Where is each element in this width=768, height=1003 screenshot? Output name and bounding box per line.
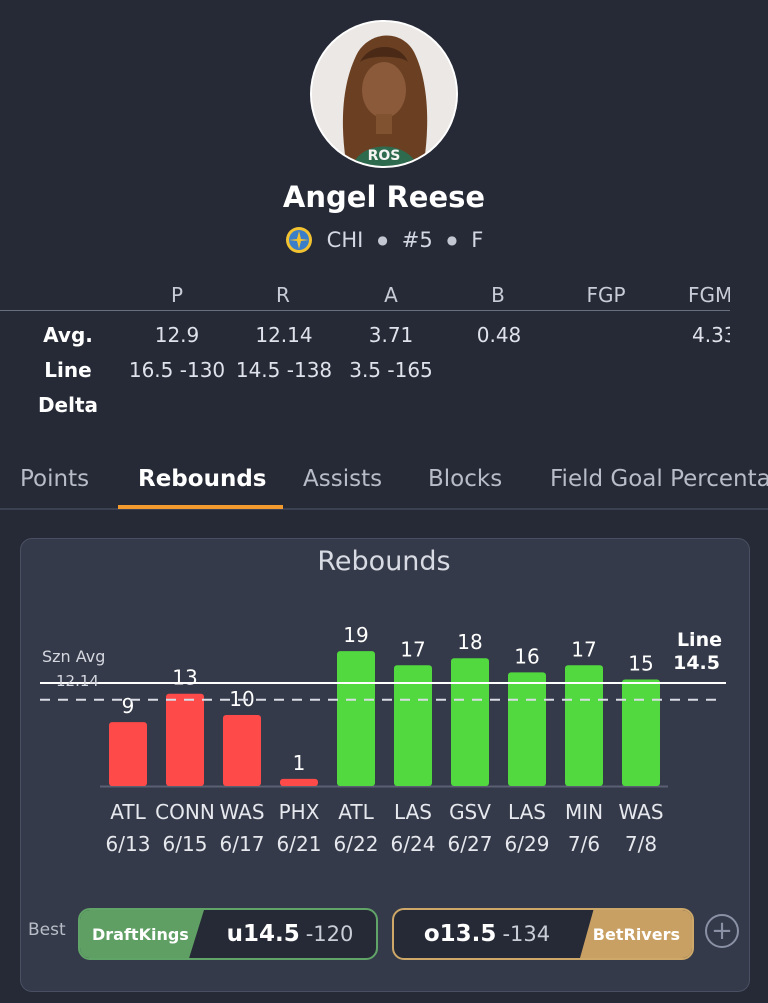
over-price: -134 — [502, 922, 551, 946]
row-label-line: Line — [44, 358, 92, 382]
separator-dot: ● — [446, 233, 458, 247]
player-photo-icon: ROS — [312, 22, 456, 166]
line-points: 16.5 -130 — [128, 358, 226, 382]
chart-bar — [622, 679, 660, 786]
bar-value-label: 15 — [628, 652, 653, 676]
line-value-label: 14.5 — [673, 652, 720, 674]
x-tick-opponent: WAS — [618, 800, 663, 824]
chart-bar — [451, 658, 489, 786]
x-tick-opponent: CONN — [155, 800, 215, 824]
x-tick-date: 7/6 — [568, 832, 600, 856]
x-tick-opponent: WAS — [219, 800, 264, 824]
bar-value-label: 17 — [400, 637, 425, 661]
bar-value-label: 13 — [172, 666, 197, 690]
active-tab-indicator — [118, 505, 283, 509]
chart-bar — [337, 651, 375, 786]
x-tick-opponent: GSV — [449, 800, 491, 824]
tab-field-goal-percentage[interactable]: Field Goal Percentage — [550, 466, 768, 492]
chart-bar — [565, 665, 603, 786]
bar-value-label: 16 — [514, 644, 539, 668]
avg-assists: 3.71 — [368, 323, 414, 347]
x-tick-date: 6/22 — [334, 832, 379, 856]
tab-assists[interactable]: Assists — [303, 466, 383, 492]
under-price: -120 — [305, 922, 354, 946]
add-icon[interactable]: + — [705, 914, 739, 948]
row-label-delta: Delta — [37, 393, 99, 417]
x-tick-opponent: ATL — [110, 800, 146, 824]
player-name: Angel Reese — [282, 180, 486, 214]
separator-dot: ● — [377, 233, 388, 247]
stat-header-b: B — [491, 283, 505, 307]
best-label: Best — [28, 920, 66, 940]
bar-value-label: 1 — [293, 751, 306, 775]
tab-blocks[interactable]: Blocks — [428, 466, 503, 492]
avg-points: 12.9 — [154, 323, 200, 347]
bar-value-label: 17 — [571, 637, 596, 661]
stat-header-a: A — [384, 283, 398, 307]
x-tick-opponent: LAS — [508, 800, 546, 824]
chart-title: Rebounds — [317, 546, 451, 577]
draftkings-brand: DraftKings — [80, 910, 204, 958]
line-assists: 3.5 -165 — [349, 358, 433, 382]
stat-header-fgm: FGM — [688, 283, 733, 307]
player-position: F — [471, 228, 484, 252]
team-abbr: CHI — [326, 228, 364, 252]
x-tick-opponent: LAS — [394, 800, 432, 824]
chart-bar — [166, 693, 204, 786]
line-label: Line — [677, 629, 722, 651]
under-pick: u14.5 — [226, 921, 300, 947]
bar-value-label: 18 — [457, 630, 482, 654]
player-avatar: ROS — [312, 22, 456, 166]
line-rebounds: 14.5 -138 — [235, 358, 333, 382]
stat-tabs: Points Rebounds Assists Blocks Field Goa… — [0, 462, 768, 510]
svg-text:ROS: ROS — [368, 148, 401, 164]
table-divider — [0, 310, 730, 311]
over-odds: o13.5 -134 — [394, 921, 580, 947]
chart-bar — [280, 778, 318, 786]
avg-rebounds: 12.14 — [255, 323, 313, 347]
x-tick-date: 6/15 — [163, 832, 208, 856]
betrivers-brand: BetRivers — [580, 910, 692, 958]
tab-points[interactable]: Points — [20, 466, 90, 492]
stat-header-p: P — [170, 283, 184, 307]
x-tick-date: 6/17 — [220, 832, 265, 856]
chart-bar — [508, 672, 546, 786]
jersey-number: #5 — [401, 228, 433, 252]
chicago-sky-logo-icon — [285, 227, 312, 253]
x-tick-opponent: ATL — [338, 800, 374, 824]
stat-header-fgp: FGP — [586, 283, 626, 307]
x-tick-date: 6/24 — [391, 832, 436, 856]
chart-bar — [394, 665, 432, 786]
x-tick-date: 6/21 — [277, 832, 322, 856]
chart-bar — [223, 715, 261, 786]
x-tick-date: 6/27 — [448, 832, 493, 856]
betrivers-over-odds[interactable]: o13.5 -134 BetRivers — [392, 908, 694, 960]
season-avg-label: Szn Avg — [42, 647, 105, 666]
stat-header-r: R — [276, 283, 290, 307]
chart-bar — [109, 722, 147, 786]
bar-value-label: 19 — [343, 623, 368, 647]
x-tick-date: 6/13 — [106, 832, 151, 856]
row-label-avg: Avg. — [43, 323, 93, 347]
tab-baseline — [0, 508, 768, 510]
x-tick-date: 7/8 — [625, 832, 657, 856]
draftkings-under-odds[interactable]: DraftKings u14.5 -120 — [78, 908, 378, 960]
x-tick-opponent: MIN — [565, 800, 603, 824]
avg-blocks: 0.48 — [476, 323, 522, 347]
over-pick: o13.5 — [423, 921, 497, 947]
x-tick-opponent: PHX — [279, 800, 320, 824]
avg-fgm: 4.33 — [692, 323, 737, 347]
under-odds: u14.5 -120 — [204, 921, 376, 947]
player-meta: CHI ● #5 ● F — [0, 224, 768, 256]
x-tick-date: 6/29 — [505, 832, 550, 856]
bar-value-label: 9 — [122, 694, 135, 718]
tab-rebounds[interactable]: Rebounds — [138, 466, 267, 492]
season-avg-value: 12.14 — [56, 672, 99, 690]
